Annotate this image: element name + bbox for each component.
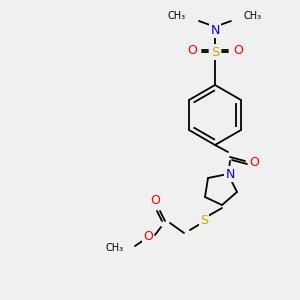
Text: O: O (233, 44, 243, 58)
Text: S: S (211, 46, 219, 59)
Text: CH₃: CH₃ (244, 11, 262, 21)
Text: O: O (143, 230, 153, 244)
Text: O: O (249, 157, 259, 169)
Text: S: S (200, 214, 208, 226)
Text: N: N (210, 23, 220, 37)
Text: O: O (150, 194, 160, 206)
Text: CH₃: CH₃ (168, 11, 186, 21)
Text: N: N (225, 167, 235, 181)
Text: O: O (187, 44, 197, 58)
Text: CH₃: CH₃ (106, 243, 124, 253)
